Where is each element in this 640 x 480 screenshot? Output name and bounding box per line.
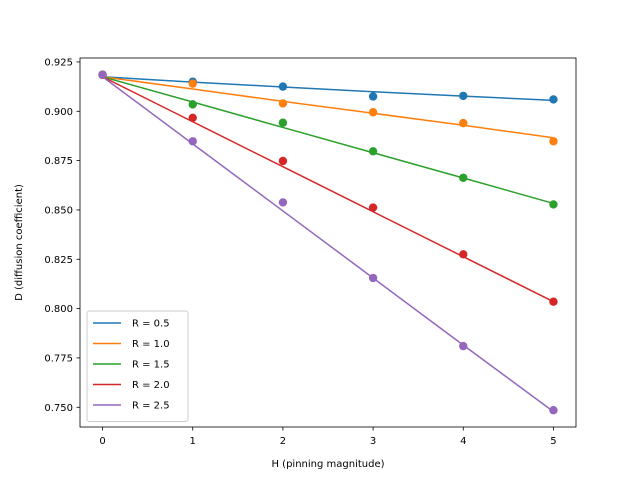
y-tick-label: 0.850	[44, 206, 73, 217]
y-tick-label: 0.750	[44, 403, 73, 414]
data-point	[278, 82, 288, 91]
data-point	[459, 250, 468, 259]
legend-item: R = 0.5	[93, 319, 170, 330]
x-axis-label: H (pinning magnitude)	[271, 459, 384, 470]
fit-line	[102, 76, 554, 205]
legend-label: R = 1.5	[132, 360, 170, 371]
x-tick-label: 1	[190, 436, 196, 447]
legend-box	[86, 310, 189, 422]
x-tick-label: 5	[550, 436, 556, 447]
data-point	[549, 406, 558, 415]
y-tick-label: 0.875	[44, 156, 73, 167]
fit-line	[102, 76, 554, 413]
data-point	[278, 99, 288, 108]
data-point	[459, 341, 468, 351]
data-point	[459, 118, 468, 128]
x-tick-label: 0	[99, 436, 105, 447]
plot-area	[98, 70, 558, 415]
data-point	[278, 118, 288, 127]
fit-line	[102, 76, 554, 139]
legend-label: R = 0.5	[132, 319, 170, 330]
y-tick-label: 0.775	[44, 354, 73, 365]
data-point	[368, 203, 378, 212]
axes: 0 1 2 3 4 5 0.750 0.775 0.800 0.825 0.850 0.875 0.90…	[44, 57, 577, 447]
legend-item: R = 2.0	[93, 380, 170, 391]
legend-label: R = 2.0	[132, 380, 170, 391]
legend-item: R = 2.5	[93, 401, 170, 412]
data-point	[549, 95, 558, 104]
data-point	[368, 108, 378, 117]
x-tick-label: 3	[370, 436, 376, 447]
x-tick-label: 4	[460, 436, 466, 447]
data-point	[459, 173, 468, 182]
legend-item: R = 1.0	[93, 339, 170, 350]
data-point	[549, 137, 558, 146]
data-point	[549, 200, 558, 209]
y-tick-label: 0.825	[44, 255, 73, 266]
y-tick-label: 0.800	[44, 304, 73, 315]
data-point	[278, 198, 288, 207]
legend: R = 0.5 R = 1.0 R = 1.5 R = 2.0 R = 2.5	[86, 310, 189, 422]
legend-label: R = 2.5	[132, 401, 170, 412]
x-tick-label: 2	[280, 436, 286, 447]
data-point	[368, 273, 378, 283]
series-5	[98, 70, 558, 415]
data-point	[188, 137, 197, 146]
data-point	[188, 79, 197, 88]
legend-label: R = 1.0	[132, 339, 170, 350]
data-point	[98, 70, 107, 79]
data-point	[188, 100, 197, 109]
fit-line	[102, 76, 554, 303]
data-point	[368, 147, 378, 156]
y-tick-label: 0.900	[44, 107, 73, 118]
legend-item: R = 1.5	[93, 360, 170, 371]
data-point	[278, 156, 288, 166]
y-tick-label: 0.925	[44, 58, 73, 69]
y-axis-label: D (diffusion coefficient)	[14, 184, 25, 301]
data-point	[549, 297, 558, 306]
data-point	[368, 92, 378, 101]
data-point	[188, 113, 197, 122]
data-point	[459, 91, 468, 101]
axes-frame	[79, 57, 577, 428]
fit-line	[102, 76, 554, 102]
